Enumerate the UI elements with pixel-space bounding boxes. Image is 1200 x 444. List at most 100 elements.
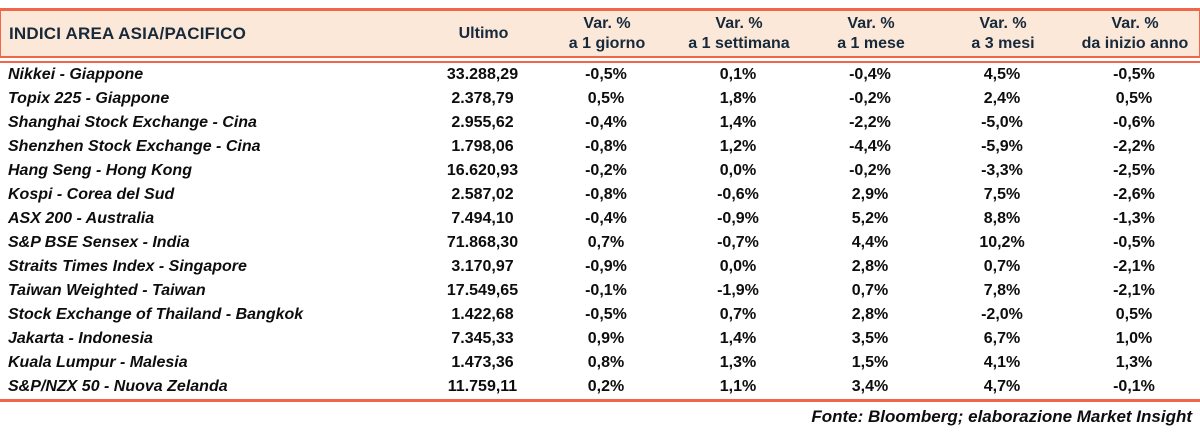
ultimo-cell: 17.549,65: [446, 282, 519, 299]
var-da-inizio-anno-cell: -2,6%: [1113, 186, 1155, 203]
var-1-giorno-cell: 0,8%: [587, 354, 625, 371]
column-header-line1: Var. %: [847, 14, 895, 32]
var-1-giorno-cell: 0,7%: [587, 234, 625, 251]
column-header-line1: Var. %: [715, 14, 763, 32]
var-3-mesi-cell: 4,1%: [983, 354, 1021, 371]
table-row: Shenzhen Stock Exchange - Cina 1.798,06 …: [0, 135, 1200, 159]
var-3-mesi-cell: 8,8%: [983, 210, 1021, 227]
var-1-mese-cell: 3,5%: [851, 330, 889, 347]
var-1-mese-cell: 0,7%: [851, 282, 889, 299]
ultimo-cell: 7.345,33: [451, 330, 514, 347]
var-1-settimana-cell: 1,4%: [719, 114, 757, 131]
index-name-cell: Jakarta - Indonesia: [8, 330, 153, 347]
table-row: Hang Seng - Hong Kong 16.620,93 -0,2% 0,…: [0, 159, 1200, 183]
table-row: Stock Exchange of Thailand - Bangkok 1.4…: [0, 303, 1200, 327]
column-header-line2: a 3 mesi: [971, 34, 1035, 52]
var-1-giorno-cell: -0,9%: [585, 258, 627, 275]
var-1-giorno-cell: -0,5%: [585, 66, 627, 83]
var-3-mesi-cell: 10,2%: [979, 234, 1025, 251]
column-header-var-1-settimana: Var. % a 1 settimana: [673, 11, 805, 56]
column-header-var-1-giorno: Var. % a 1 giorno: [541, 11, 673, 56]
table-row: ASX 200 - Australia 7.494,10 -0,4% -0,9%…: [0, 207, 1200, 231]
var-1-giorno-cell: -0,2%: [585, 162, 627, 179]
ultimo-cell: 1.798,06: [451, 138, 514, 155]
var-1-settimana-cell: 1,8%: [719, 90, 757, 107]
var-da-inizio-anno-cell: 0,5%: [1115, 90, 1153, 107]
column-header-line1: Var. %: [1111, 14, 1159, 32]
index-name-cell: Shanghai Stock Exchange - Cina: [8, 114, 257, 131]
ultimo-cell: 33.288,29: [446, 66, 519, 83]
var-1-mese-cell: 5,2%: [851, 210, 889, 227]
index-name-cell: ASX 200 - Australia: [8, 210, 155, 227]
ultimo-cell: 7.494,10: [451, 210, 514, 227]
var-1-giorno-cell: -0,5%: [585, 306, 627, 323]
table-bottom-rule: [0, 399, 1200, 402]
var-1-settimana-cell: 1,4%: [719, 330, 757, 347]
var-3-mesi-cell: -2,0%: [981, 306, 1023, 323]
ultimo-cell: 3.170,97: [451, 258, 514, 275]
column-header-line2: a 1 settimana: [688, 34, 790, 52]
var-1-giorno-cell: -0,4%: [585, 114, 627, 131]
table-row: Topix 225 - Giappone 2.378,79 0,5% 1,8% …: [0, 87, 1200, 111]
column-header-line1: Var. %: [979, 14, 1027, 32]
column-header-line2: a 1 mese: [837, 34, 905, 52]
var-da-inizio-anno-cell: -2,5%: [1113, 162, 1155, 179]
var-da-inizio-anno-cell: -0,1%: [1113, 378, 1155, 395]
var-da-inizio-anno-cell: -2,1%: [1113, 258, 1155, 275]
var-3-mesi-cell: 7,5%: [983, 186, 1021, 203]
var-1-giorno-cell: -0,4%: [585, 210, 627, 227]
header-double-rule: [0, 61, 1200, 63]
index-name-cell: S&P/NZX 50 - Nuova Zelanda: [8, 378, 228, 395]
index-name-cell: Kospi - Corea del Sud: [8, 186, 175, 203]
var-3-mesi-cell: 4,7%: [983, 378, 1021, 395]
var-1-giorno-cell: -0,1%: [585, 282, 627, 299]
table-title: INDICI AREA ASIA/PACIFICO: [9, 23, 247, 43]
var-1-mese-cell: -4,4%: [849, 138, 891, 155]
index-name-cell: Straits Times Index - Singapore: [8, 258, 247, 275]
var-3-mesi-cell: -5,0%: [981, 114, 1023, 131]
table-row: Taiwan Weighted - Taiwan 17.549,65 -0,1%…: [0, 279, 1200, 303]
var-1-settimana-cell: 1,3%: [719, 354, 757, 371]
var-1-settimana-cell: -0,6%: [717, 186, 759, 203]
var-da-inizio-anno-cell: 1,3%: [1115, 354, 1153, 371]
var-da-inizio-anno-cell: 1,0%: [1115, 330, 1153, 347]
table-header-row: INDICI AREA ASIA/PACIFICO Ultimo Var. % …: [0, 8, 1200, 58]
var-1-mese-cell: 1,5%: [851, 354, 889, 371]
table-row: Nikkei - Giappone 33.288,29 -0,5% 0,1% -…: [0, 63, 1200, 87]
var-3-mesi-cell: 4,5%: [983, 66, 1021, 83]
var-3-mesi-cell: 0,7%: [983, 258, 1021, 275]
table-row: S&P/NZX 50 - Nuova Zelanda 11.759,11 0,2…: [0, 375, 1200, 399]
var-1-giorno-cell: 0,9%: [587, 330, 625, 347]
source-note: Fonte: Bloomberg; elaborazione Market In…: [811, 407, 1192, 426]
var-1-settimana-cell: 0,0%: [719, 258, 757, 275]
var-1-mese-cell: 3,4%: [851, 378, 889, 395]
index-name-cell: S&P BSE Sensex - India: [8, 234, 190, 251]
ultimo-cell: 1.473,36: [451, 354, 514, 371]
index-name-cell: Hang Seng - Hong Kong: [8, 162, 192, 179]
column-header-line1: Var. %: [583, 14, 631, 32]
var-1-mese-cell: -0,4%: [849, 66, 891, 83]
var-1-settimana-cell: -1,9%: [717, 282, 759, 299]
var-1-mese-cell: -2,2%: [849, 114, 891, 131]
var-1-settimana-cell: 1,2%: [719, 138, 757, 155]
var-1-settimana-cell: 0,1%: [719, 66, 757, 83]
var-3-mesi-cell: 2,4%: [983, 90, 1021, 107]
ultimo-cell: 71.868,30: [446, 234, 519, 251]
var-da-inizio-anno-cell: -2,1%: [1113, 282, 1155, 299]
var-3-mesi-cell: 7,8%: [983, 282, 1021, 299]
column-header-var-1-mese: Var. % a 1 mese: [805, 11, 937, 56]
var-1-mese-cell: 2,9%: [851, 186, 889, 203]
var-da-inizio-anno-cell: 0,5%: [1115, 306, 1153, 323]
var-1-mese-cell: 4,4%: [851, 234, 889, 251]
table-row: S&P BSE Sensex - India 71.868,30 0,7% -0…: [0, 231, 1200, 255]
var-da-inizio-anno-cell: -0,6%: [1113, 114, 1155, 131]
column-header-line2: a 1 giorno: [568, 34, 646, 52]
index-name-cell: Kuala Lumpur - Malesia: [8, 354, 188, 371]
var-1-settimana-cell: -0,7%: [717, 234, 759, 251]
var-da-inizio-anno-cell: -0,5%: [1113, 234, 1155, 251]
var-3-mesi-cell: -3,3%: [981, 162, 1023, 179]
var-1-settimana-cell: 0,0%: [719, 162, 757, 179]
var-1-mese-cell: -0,2%: [849, 162, 891, 179]
index-name-cell: Shenzhen Stock Exchange - Cina: [8, 138, 261, 155]
column-header-line2: da inizio anno: [1081, 34, 1189, 52]
